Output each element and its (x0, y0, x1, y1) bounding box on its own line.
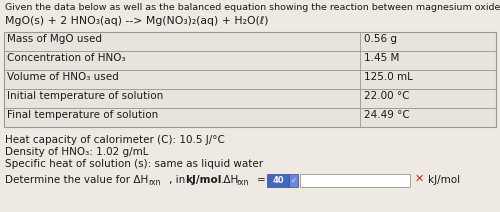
Text: Given the data below as well as the balanced equation showing the reaction betwe: Given the data below as well as the bala… (5, 3, 500, 12)
Bar (4, 32, 496, 51)
Bar (4, 70, 496, 89)
Text: 40: 40 (272, 176, 284, 185)
Text: Mass of MgO used: Mass of MgO used (7, 34, 102, 44)
Text: kJ/mol: kJ/mol (185, 175, 222, 185)
Text: Density of HNO₃: 1.02 g/mL: Density of HNO₃: 1.02 g/mL (5, 147, 148, 157)
Text: rxn: rxn (148, 178, 160, 187)
Text: Determine the value for ΔH: Determine the value for ΔH (5, 175, 148, 185)
Text: Initial temperature of solution: Initial temperature of solution (7, 91, 163, 101)
Bar (4, 51, 496, 70)
Bar (4, 108, 496, 127)
Text: Volume of HNO₃ used: Volume of HNO₃ used (7, 72, 119, 82)
Text: Concentration of HNO₃: Concentration of HNO₃ (7, 53, 126, 63)
Text: 125.0 mL: 125.0 mL (364, 72, 413, 82)
Text: 1.45 M: 1.45 M (364, 53, 400, 63)
Text: =: = (257, 175, 266, 185)
Text: 24.49 °C: 24.49 °C (364, 110, 410, 120)
Bar (4, 32, 496, 127)
Text: rxn: rxn (236, 178, 248, 187)
Text: ✓: ✓ (290, 177, 296, 184)
Text: kJ/mol: kJ/mol (428, 175, 460, 185)
Text: ✕: ✕ (415, 174, 424, 184)
Text: 0.56 g: 0.56 g (364, 34, 397, 44)
Text: .ΔH: .ΔH (221, 175, 240, 185)
Text: Specific heat of solution (s): same as liquid water: Specific heat of solution (s): same as l… (5, 159, 263, 169)
Bar (300, 174, 410, 187)
Text: MgO(s) + 2 HNO₃(aq) --> Mg(NO₃)₂(aq) + H₂O(ℓ): MgO(s) + 2 HNO₃(aq) --> Mg(NO₃)₂(aq) + H… (5, 16, 268, 26)
Text: , in: , in (169, 175, 188, 185)
Text: Final temperature of solution: Final temperature of solution (7, 110, 158, 120)
Bar (4, 89, 496, 108)
Text: 22.00 °C: 22.00 °C (364, 91, 410, 101)
Bar (267, 174, 289, 187)
Bar (289, 174, 298, 187)
Text: Heat capacity of calorimeter (C): 10.5 J/°C: Heat capacity of calorimeter (C): 10.5 J… (5, 135, 225, 145)
